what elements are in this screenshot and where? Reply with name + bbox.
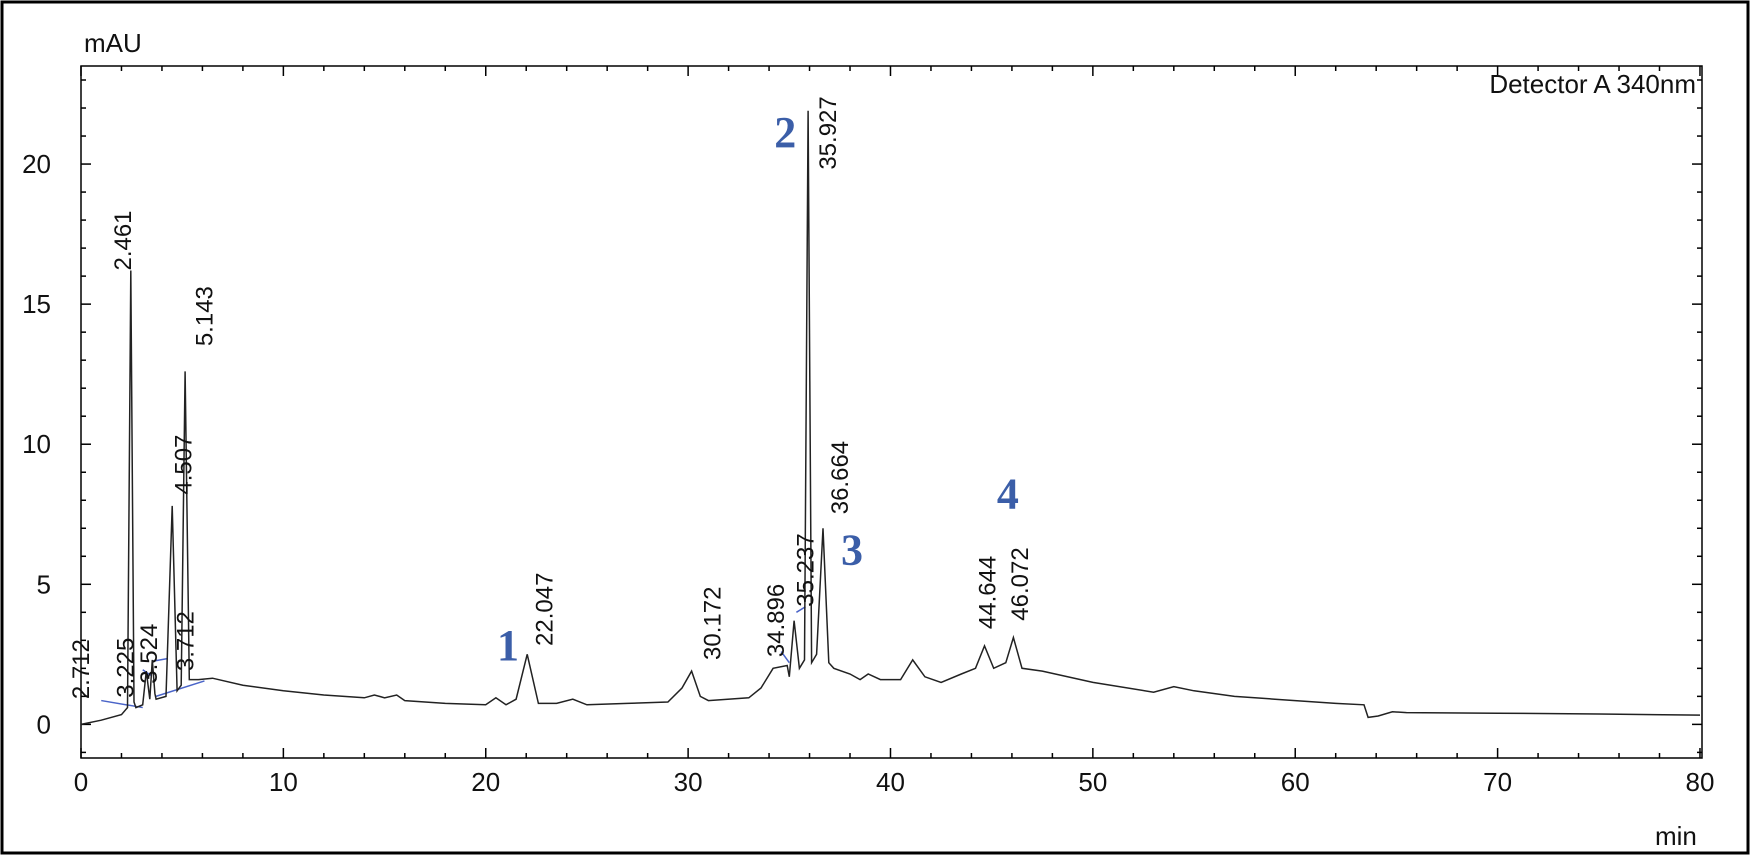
y-axis-unit: mAU (84, 28, 142, 58)
chromatogram-trace (80, 110, 1701, 726)
x-tick-label: 40 (876, 767, 905, 797)
peak-label: 3.712 (172, 611, 199, 671)
y-tick-label: 0 (37, 709, 51, 739)
peak-label: 35.927 (815, 96, 842, 169)
compound-number-label: 3 (841, 526, 863, 575)
peak-label: 44.644 (975, 556, 1002, 629)
y-tick-label: 5 (37, 569, 51, 599)
peak-label: 35.237 (793, 533, 820, 606)
x-axis-unit: min (1655, 821, 1697, 851)
peak-label: 3.524 (136, 624, 163, 684)
x-tick-label: 0 (74, 767, 88, 797)
peak-label: 2.712 (68, 639, 95, 699)
detector-label: Detector A 340nm (1489, 69, 1696, 99)
peak-label: 3.225 (113, 638, 140, 698)
baseline-segment (795, 606, 806, 613)
y-tick-label: 10 (22, 429, 51, 459)
peak-label: 4.507 (170, 435, 197, 495)
baseline-segment (155, 680, 205, 698)
x-tick-label: 30 (674, 767, 703, 797)
baseline-segment (780, 651, 790, 664)
compound-number-label: 1 (497, 621, 519, 670)
peak-label: 46.072 (1007, 547, 1034, 620)
y-tick-label: 15 (22, 289, 51, 319)
peak-label: 22.047 (532, 573, 559, 646)
axis-ticks: 0 10 20 30 40 50 60 70 80 0 5 10 15 20 (22, 66, 1714, 797)
peak-label: 2.461 (110, 210, 137, 270)
peak-label: 36.664 (827, 441, 854, 514)
x-tick-label: 80 (1686, 767, 1715, 797)
peak-label: 30.172 (699, 587, 726, 660)
y-tick-label: 20 (22, 149, 51, 179)
x-tick-label: 60 (1281, 767, 1310, 797)
x-tick-label: 10 (269, 767, 298, 797)
peak-label: 34.896 (763, 584, 790, 657)
baseline-segment (151, 657, 169, 663)
x-tick-label: 50 (1078, 767, 1107, 797)
x-tick-label: 70 (1483, 767, 1512, 797)
peak-label: 5.143 (192, 286, 219, 346)
plot-area-frame (80, 65, 1703, 759)
compound-number-label: 2 (774, 108, 796, 157)
x-tick-label: 20 (471, 767, 500, 797)
compound-number-label: 4 (997, 470, 1019, 519)
